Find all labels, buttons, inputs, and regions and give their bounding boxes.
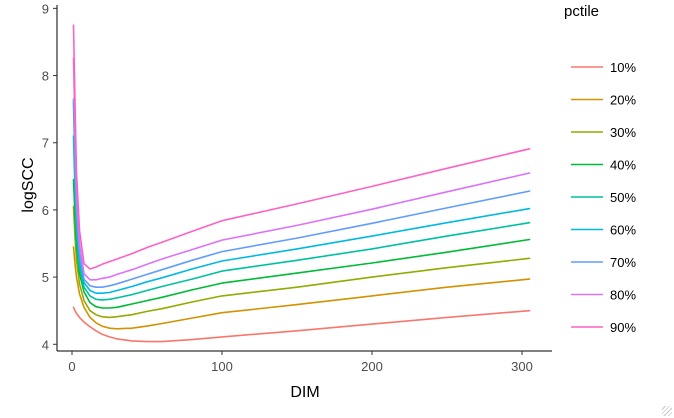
legend-item: 10% bbox=[571, 60, 636, 75]
series-line-20pct bbox=[72, 246, 531, 330]
x-axis-ticks: 0 100 200 300 bbox=[68, 351, 533, 374]
legend-label: 80% bbox=[610, 288, 636, 303]
legend-label: 30% bbox=[610, 125, 636, 140]
legend-item: 60% bbox=[571, 223, 636, 238]
legend-item: 40% bbox=[571, 158, 636, 173]
y-axis-ticks: 4 5 6 7 8 9 bbox=[42, 1, 57, 352]
legend-item: 80% bbox=[571, 288, 636, 303]
y-tick-label: 7 bbox=[42, 136, 49, 151]
legend-title: pctile bbox=[564, 3, 599, 20]
legend-label: 40% bbox=[610, 158, 636, 173]
legend-label: 90% bbox=[610, 320, 636, 335]
y-tick-label: 6 bbox=[42, 203, 49, 218]
legend-item: 50% bbox=[571, 190, 636, 205]
legend-label: 50% bbox=[610, 190, 636, 205]
legend: 10% 20% 30% 40% 50% 60% 70% 80% 90% bbox=[571, 60, 636, 335]
legend-label: 70% bbox=[610, 255, 636, 270]
x-tick-label: 0 bbox=[68, 359, 75, 374]
y-tick-label: 9 bbox=[42, 1, 49, 16]
x-tick-label: 100 bbox=[211, 359, 233, 374]
series-line-30pct bbox=[72, 205, 531, 319]
legend-item: 90% bbox=[571, 320, 636, 335]
series-line-90pct bbox=[72, 24, 531, 270]
y-tick-label: 8 bbox=[42, 69, 49, 84]
series-lines bbox=[72, 24, 531, 343]
y-axis-title: logSCC bbox=[20, 157, 37, 212]
series-line-50pct bbox=[72, 135, 531, 301]
legend-item: 70% bbox=[571, 255, 636, 270]
y-tick-label: 4 bbox=[42, 337, 49, 352]
series-line-60pct bbox=[72, 101, 531, 295]
legend-label: 60% bbox=[610, 223, 636, 238]
legend-item: 30% bbox=[571, 125, 636, 140]
y-tick-label: 5 bbox=[42, 270, 49, 285]
resize-grip[interactable] bbox=[662, 406, 672, 416]
series-line-40pct bbox=[72, 178, 531, 309]
series-line-10pct bbox=[72, 306, 531, 343]
series-line-80pct bbox=[72, 57, 531, 281]
legend-label: 20% bbox=[610, 93, 636, 108]
x-tick-label: 300 bbox=[511, 359, 533, 374]
legend-label: 10% bbox=[610, 60, 636, 75]
x-tick-label: 200 bbox=[361, 359, 383, 374]
x-axis-title: DIM bbox=[290, 384, 319, 401]
series-line-70pct bbox=[72, 98, 531, 289]
legend-item: 20% bbox=[571, 93, 636, 108]
